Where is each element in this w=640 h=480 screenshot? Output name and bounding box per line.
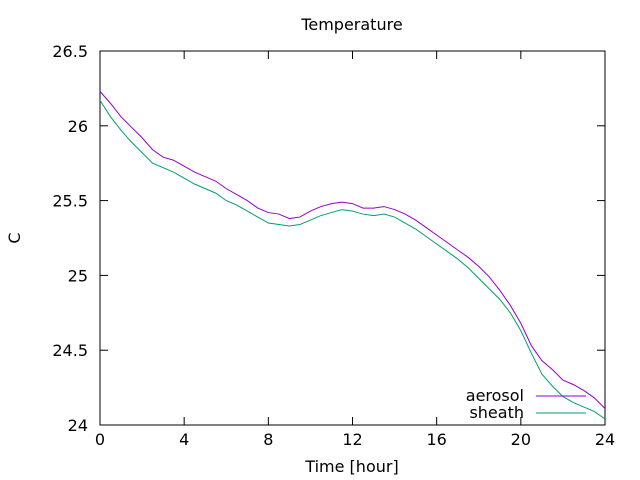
legend-label-sheath: sheath bbox=[469, 403, 524, 422]
x-tick-label: 24 bbox=[595, 430, 615, 449]
y-tick-label: 26 bbox=[68, 117, 88, 136]
x-tick-label: 8 bbox=[263, 430, 273, 449]
plot-area bbox=[99, 50, 606, 426]
x-tick-label: 20 bbox=[511, 430, 531, 449]
x-axis-label: Time [hour] bbox=[304, 457, 398, 476]
plot-border bbox=[99, 50, 606, 426]
chart-title: Temperature bbox=[300, 15, 402, 34]
y-tick-label: 25.5 bbox=[52, 192, 88, 211]
legend-label-aerosol: aerosol bbox=[466, 386, 524, 405]
series-line-aerosol bbox=[99, 91, 606, 409]
x-tick-label: 4 bbox=[179, 430, 189, 449]
y-tick-label: 26.5 bbox=[52, 42, 88, 61]
y-tick-label: 24.5 bbox=[52, 341, 88, 360]
series-line-sheath bbox=[99, 100, 606, 420]
x-tick-label: 0 bbox=[95, 430, 105, 449]
x-tick-label: 16 bbox=[426, 430, 446, 449]
y-tick-label: 24 bbox=[68, 416, 88, 435]
y-tick-label: 25 bbox=[68, 266, 88, 285]
x-tick-label: 12 bbox=[342, 430, 362, 449]
series-lines bbox=[99, 91, 606, 420]
axis-ticks: 0 4 8 12 16 20 24 24 24.5 25 25.5 26 26.5 bbox=[52, 42, 615, 449]
y-axis-label: C bbox=[5, 232, 24, 243]
